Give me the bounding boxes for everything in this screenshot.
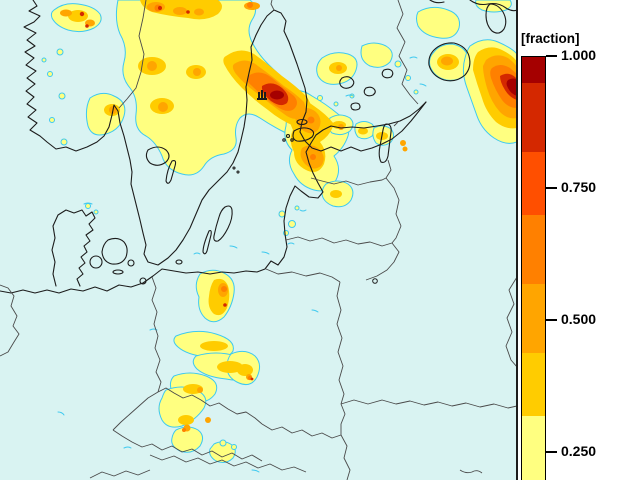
colorbar-tick bbox=[546, 451, 557, 453]
colorbar-title: [fraction] bbox=[521, 31, 580, 46]
map-area bbox=[0, 0, 517, 480]
colorbar-tick-label: 0.250 bbox=[561, 443, 597, 460]
colorbar-bar bbox=[521, 56, 546, 480]
colorbar-tick bbox=[546, 187, 557, 189]
colorbar-segment bbox=[522, 416, 545, 480]
contour-speckles bbox=[57, 56, 427, 473]
lakes bbox=[145, 3, 507, 184]
colorbar-tick bbox=[546, 319, 557, 321]
colorbar-tick-label: 0.750 bbox=[561, 179, 597, 196]
colorbar-segment bbox=[522, 152, 545, 216]
map-canvas bbox=[0, 0, 517, 480]
colorbar-tick-label: 1.000 bbox=[561, 47, 597, 64]
colorbar-tick-label: 0.500 bbox=[561, 311, 597, 328]
country-borders bbox=[0, 0, 517, 480]
colorbar-tick bbox=[546, 55, 557, 57]
map-frame-line bbox=[516, 0, 518, 480]
station-marker-icon bbox=[257, 90, 267, 100]
city-marker-icon bbox=[372, 278, 378, 284]
colorbar-segment bbox=[522, 57, 545, 84]
colorbar-segment bbox=[522, 83, 545, 153]
overlay-level-high bbox=[79, 2, 517, 432]
colorbar-segment bbox=[522, 215, 545, 285]
colorbar-segment bbox=[522, 352, 545, 417]
colorbar-segment bbox=[522, 284, 545, 353]
coastlines bbox=[0, 0, 517, 294]
